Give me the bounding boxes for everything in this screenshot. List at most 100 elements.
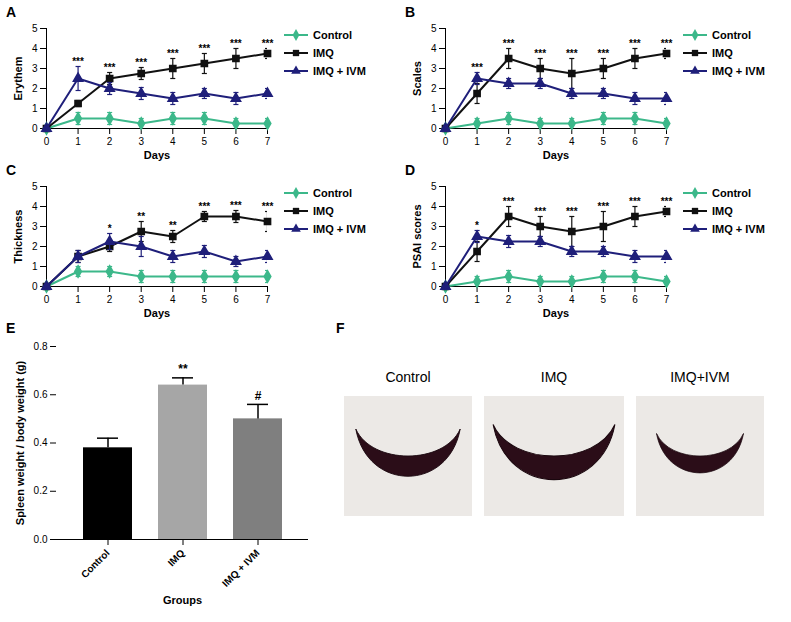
svg-text:5: 5 [202,136,208,147]
svg-text:3: 3 [537,136,543,147]
svg-text:5: 5 [431,23,437,34]
svg-text:1: 1 [431,261,437,272]
svg-text:5: 5 [431,181,437,192]
svg-text:4: 4 [170,294,176,305]
svg-text:1: 1 [474,136,480,147]
svg-text:5: 5 [601,294,607,305]
svg-text:2: 2 [431,83,437,94]
svg-text:4: 4 [32,43,38,54]
svg-text:5: 5 [32,23,38,34]
svg-text:Spleen weight / body weight (g: Spleen weight / body weight (g) [14,360,26,525]
svg-text:0: 0 [44,294,50,305]
svg-text:4: 4 [32,201,38,212]
svg-text:4: 4 [431,201,437,212]
svg-text:5: 5 [32,181,38,192]
svg-text:2: 2 [32,241,38,252]
svg-text:3: 3 [138,294,144,305]
svg-text:***: *** [471,62,483,73]
svg-text:IMQ: IMQ [541,369,568,385]
svg-text:***: *** [135,57,147,68]
svg-text:***: *** [629,38,641,49]
svg-text:*: * [475,220,479,231]
svg-text:4: 4 [170,136,176,147]
svg-text:IMQ+IVM: IMQ+IVM [670,369,730,385]
svg-text:2: 2 [32,83,38,94]
svg-text:***: *** [661,38,673,49]
svg-text:3: 3 [537,294,543,305]
svg-text:***: *** [566,48,578,59]
svg-text:0.6: 0.6 [34,389,48,400]
svg-text:0.2: 0.2 [34,485,48,496]
svg-text:***: *** [503,38,515,49]
svg-text:2: 2 [506,136,512,147]
svg-text:1: 1 [75,294,81,305]
svg-text:0: 0 [431,281,437,292]
svg-text:Scales: Scales [411,61,423,96]
svg-text:***: *** [629,196,641,207]
svg-text:5: 5 [601,136,607,147]
svg-text:**: ** [178,362,188,376]
svg-text:0.0: 0.0 [34,534,48,545]
svg-text:#: # [255,389,262,403]
svg-text:*: * [108,223,112,234]
svg-text:***: *** [199,201,211,212]
svg-text:2: 2 [506,294,512,305]
svg-text:Days: Days [543,149,569,161]
svg-text:6: 6 [233,136,239,147]
svg-text:0: 0 [431,123,437,134]
svg-text:1: 1 [32,103,38,114]
svg-text:3: 3 [32,63,38,74]
svg-text:0.8: 0.8 [34,341,48,352]
svg-text:Days: Days [144,307,170,319]
svg-text:0: 0 [32,281,38,292]
svg-text:3: 3 [431,221,437,232]
svg-text:PSAI scores: PSAI scores [411,204,423,268]
svg-text:7: 7 [664,136,670,147]
svg-text:0: 0 [443,294,449,305]
svg-text:6: 6 [632,136,638,147]
svg-text:3: 3 [431,63,437,74]
svg-text:Thickness: Thickness [12,210,24,264]
svg-text:2: 2 [107,294,113,305]
svg-text:1: 1 [474,294,480,305]
svg-text:***: *** [199,43,211,54]
svg-text:Control: Control [79,547,112,580]
svg-text:***: *** [598,201,610,212]
svg-text:***: *** [262,201,274,212]
svg-text:**: ** [169,220,177,231]
svg-text:***: *** [534,48,546,59]
svg-text:IMQ + IVM: IMQ + IVM [220,547,262,589]
svg-text:4: 4 [569,294,575,305]
svg-text:***: *** [230,38,242,49]
svg-text:0: 0 [32,123,38,134]
svg-text:1: 1 [75,136,81,147]
svg-text:6: 6 [233,294,239,305]
svg-text:2: 2 [431,241,437,252]
svg-text:***: *** [72,56,84,67]
svg-text:***: *** [534,206,546,217]
svg-text:0: 0 [44,136,50,147]
svg-text:0: 0 [443,136,449,147]
svg-text:***: *** [167,48,179,59]
svg-text:***: *** [503,196,515,207]
svg-text:7: 7 [265,136,271,147]
svg-text:***: *** [566,206,578,217]
svg-text:***: *** [598,48,610,59]
svg-text:5: 5 [202,294,208,305]
svg-text:3: 3 [138,136,144,147]
svg-text:7: 7 [265,294,271,305]
svg-text:Days: Days [543,307,569,319]
svg-text:4: 4 [431,43,437,54]
svg-text:Control: Control [385,369,430,385]
svg-text:1: 1 [431,103,437,114]
svg-text:Groups: Groups [163,594,202,606]
svg-text:3: 3 [32,221,38,232]
svg-text:0.4: 0.4 [34,437,48,448]
svg-text:IMQ: IMQ [166,547,187,568]
svg-text:**: ** [137,211,145,222]
svg-text:***: *** [104,62,116,73]
svg-text:***: *** [661,196,673,207]
svg-text:4: 4 [569,136,575,147]
svg-text:***: *** [262,38,274,49]
svg-text:1: 1 [32,261,38,272]
